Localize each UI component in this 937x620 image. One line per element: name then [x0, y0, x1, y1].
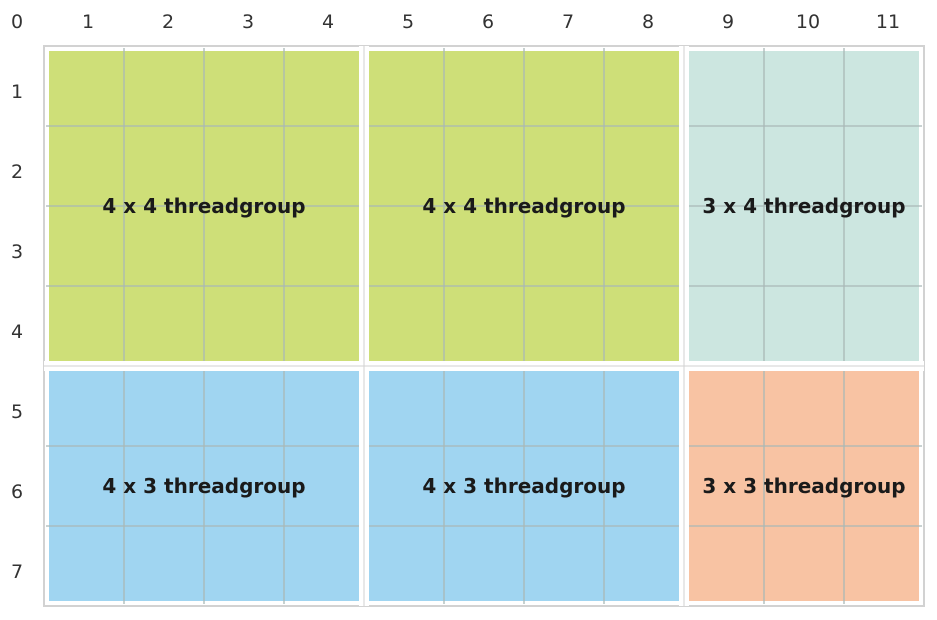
column-index-label: 7 — [562, 11, 574, 33]
row-index-label: 4 — [11, 321, 23, 343]
grid-outer-border — [43, 45, 925, 607]
column-index-label: 8 — [642, 11, 654, 33]
row-index-label: 5 — [11, 401, 23, 423]
cell-grid-lines — [44, 46, 924, 606]
column-index-label: 10 — [796, 11, 820, 33]
column-index-label: 0 — [11, 11, 23, 33]
row-index-label: 3 — [11, 241, 23, 263]
row-index-label: 2 — [11, 161, 23, 183]
threadgroup-label: 4 x 3 threadgroup — [102, 474, 305, 498]
row-index-label: 6 — [11, 481, 23, 503]
threadgroup-label: 3 x 3 threadgroup — [702, 474, 905, 498]
column-index-label: 1 — [82, 11, 94, 33]
row-index-label: 1 — [11, 81, 23, 103]
column-index-label: 2 — [162, 11, 174, 33]
column-index-label: 4 — [322, 11, 334, 33]
row-index-label: 7 — [11, 561, 23, 583]
threadgroup-blocks — [49, 51, 919, 601]
threadgroup-label: 3 x 4 threadgroup — [702, 194, 905, 218]
threadgroup-label: 4 x 4 threadgroup — [102, 194, 305, 218]
threadgroup-label: 4 x 4 threadgroup — [422, 194, 625, 218]
threadgroup-label: 4 x 3 threadgroup — [422, 474, 625, 498]
threadgroup-block — [689, 371, 919, 601]
column-index-label: 6 — [482, 11, 494, 33]
threadgroup-labels: 4 x 4 threadgroup 4 x 4 threadgroup 3 x 4 … — [102, 194, 905, 498]
column-index-label: 11 — [876, 11, 900, 33]
column-index-label: 5 — [402, 11, 414, 33]
column-index-label: 3 — [242, 11, 254, 33]
column-index-label: 9 — [722, 11, 734, 33]
